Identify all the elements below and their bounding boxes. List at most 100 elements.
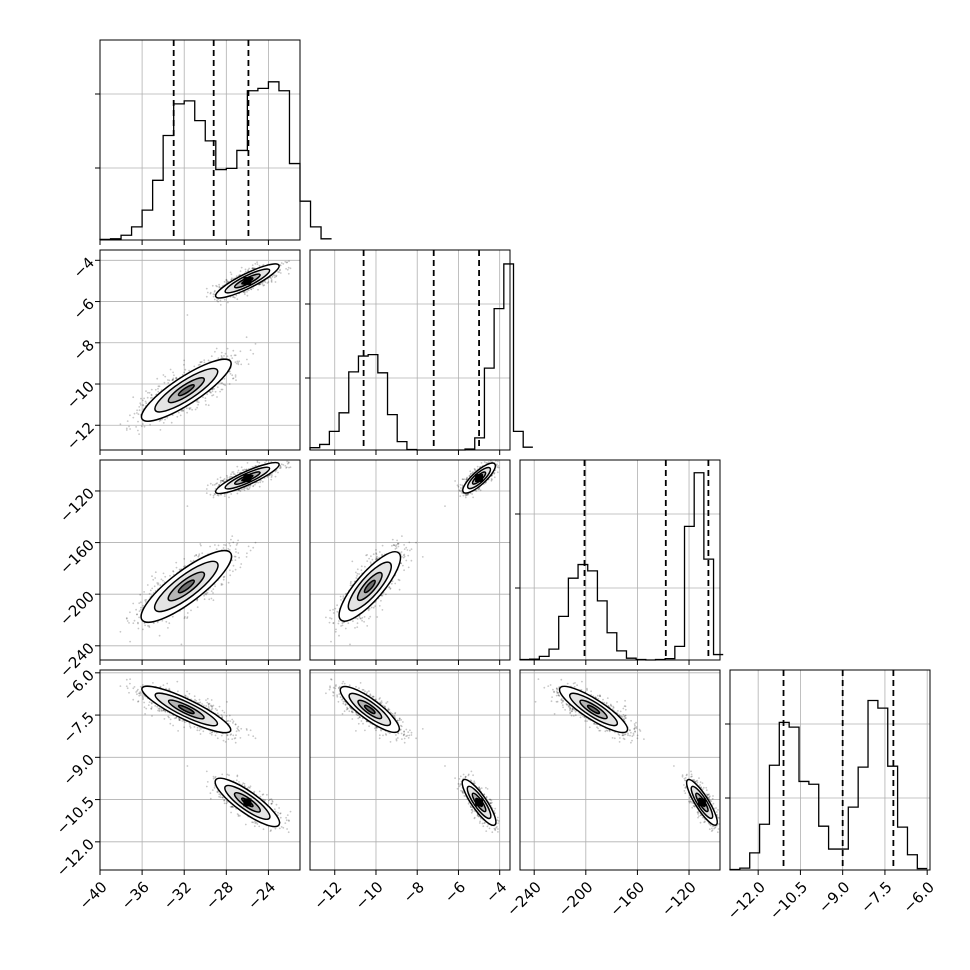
sample-point <box>221 356 223 358</box>
sample-point <box>152 578 155 581</box>
sample-point <box>351 560 354 563</box>
sample-point <box>151 587 154 590</box>
sample-point <box>223 355 225 357</box>
sample-point <box>232 377 235 380</box>
sample-point <box>143 591 146 593</box>
sample-point <box>364 565 366 568</box>
sample-point <box>229 372 232 375</box>
sample-point <box>236 542 239 545</box>
sample-point <box>239 566 242 569</box>
y-tick-label: −8 <box>70 336 98 364</box>
sample-point <box>231 374 234 377</box>
sample-point <box>230 493 233 495</box>
sample-point <box>168 379 171 382</box>
sample-point <box>205 488 208 490</box>
sample-point <box>212 295 215 298</box>
sample-point <box>262 263 265 266</box>
sample-point <box>274 281 277 283</box>
sample-point <box>238 489 241 492</box>
sample-point <box>375 553 378 555</box>
sample-point <box>189 560 192 562</box>
sample-point <box>132 416 135 419</box>
sample-point <box>215 284 218 287</box>
sample-point <box>252 352 255 355</box>
sample-point <box>360 565 363 568</box>
sample-point <box>186 612 189 614</box>
sample-point <box>203 598 206 601</box>
sample-point <box>232 541 235 544</box>
sample-point <box>146 584 149 586</box>
sample-point <box>335 628 337 631</box>
sample-point <box>251 264 254 267</box>
sample-point <box>360 617 362 620</box>
sample-point <box>250 288 253 290</box>
sample-point <box>258 283 261 286</box>
sample-point <box>162 374 165 376</box>
sample-point <box>211 484 214 486</box>
sample-point <box>138 610 141 612</box>
sample-point <box>133 412 136 415</box>
sample-point <box>231 471 234 473</box>
sample-point <box>237 469 240 472</box>
sample-point <box>256 461 259 464</box>
sample-point <box>234 361 237 364</box>
sample-point <box>129 428 132 430</box>
sample-point <box>334 630 337 633</box>
sample-point <box>152 622 155 625</box>
sample-point <box>212 592 214 594</box>
sample-point <box>246 487 248 490</box>
sample-point <box>213 298 216 301</box>
sample-point <box>212 496 215 499</box>
sample-point <box>195 554 198 557</box>
sample-point <box>154 577 157 579</box>
sample-point <box>234 376 237 378</box>
sample-point <box>223 544 225 546</box>
panel-frame <box>99 39 301 241</box>
sample-point <box>256 261 258 264</box>
sample-point <box>229 271 232 274</box>
sample-point <box>374 605 376 607</box>
sample-point <box>270 281 273 283</box>
sample-point <box>188 369 191 372</box>
sample-point <box>334 607 337 610</box>
sample-point <box>139 402 142 405</box>
sample-point <box>232 473 235 475</box>
sample-point <box>186 314 189 316</box>
sample-point <box>165 620 168 623</box>
sample-point <box>394 582 397 585</box>
sample-point <box>205 403 207 406</box>
sample-point <box>206 291 209 294</box>
sample-point <box>226 474 228 477</box>
sample-point <box>285 467 287 469</box>
sample-point <box>219 299 222 302</box>
sample-point <box>217 300 220 303</box>
sample-point <box>250 288 253 291</box>
sample-point <box>167 627 169 629</box>
sample-point <box>154 388 157 391</box>
sample-point <box>256 263 259 265</box>
sample-point <box>218 286 221 289</box>
sample-point <box>132 396 135 399</box>
sample-point <box>168 622 171 625</box>
sample-point <box>349 584 352 587</box>
density-peak <box>243 276 252 285</box>
sample-point <box>223 575 226 578</box>
sample-point <box>236 471 239 474</box>
sample-point <box>205 492 208 494</box>
sample-point <box>263 284 266 287</box>
sample-point <box>149 423 152 426</box>
sample-point <box>286 460 288 463</box>
sample-point <box>398 588 401 591</box>
sample-point <box>182 409 185 412</box>
sample-point <box>237 539 240 542</box>
sample-point <box>227 301 229 304</box>
sample-point <box>261 480 264 483</box>
sample-point <box>136 409 139 412</box>
sample-point <box>284 465 287 467</box>
sample-point <box>244 270 247 273</box>
sample-point <box>354 627 356 629</box>
sample-point <box>132 622 135 625</box>
sample-point <box>223 495 226 497</box>
sample-point <box>238 556 241 559</box>
sample-point <box>142 404 145 406</box>
